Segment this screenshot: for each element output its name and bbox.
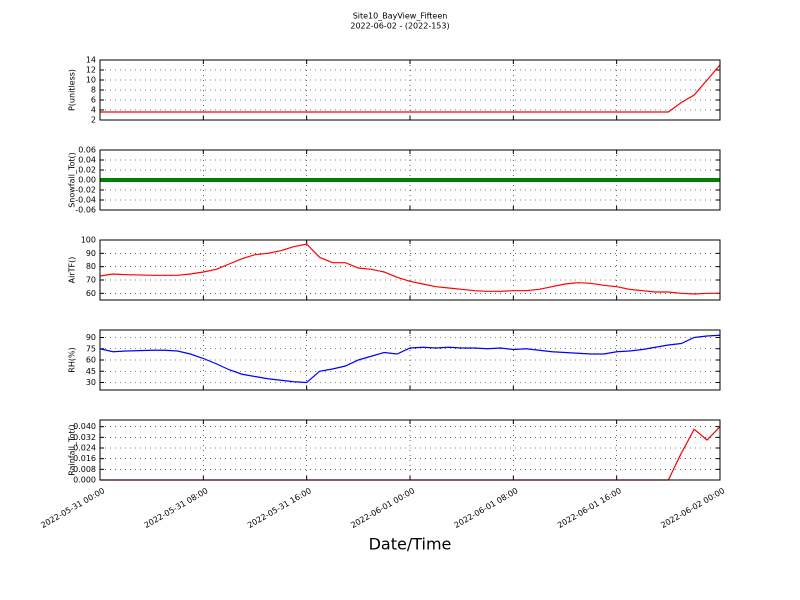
y-tick-label: 60 [86,289,96,298]
y-tick-label: 90 [86,333,96,342]
y-tick-label: 30 [86,378,96,387]
y-tick-label: 60 [86,356,96,365]
data-line [100,64,721,113]
y-tick-label: 2 [91,116,96,125]
y-axis-label: Rainfall_Tot() [68,424,77,476]
y-tick-label: 14 [86,56,96,65]
y-tick-label: 0.02 [78,166,96,175]
y-tick-label: 10 [86,76,96,85]
y-tick-label: 6 [91,96,96,105]
y-tick-label: 0.000 [73,476,96,485]
y-tick-label: 75 [86,344,96,353]
y-axis-label: Snowfall_Tot() [68,152,77,208]
y-tick-label: 45 [86,367,96,376]
y-tick-label: 80 [86,262,96,271]
y-axis-label: RH(%) [68,347,77,372]
y-tick-label: 0.016 [73,454,96,463]
y-tick-label: -0.02 [75,186,96,195]
plot-frame [99,59,721,121]
y-tick-label: 0.04 [78,156,96,165]
x-tick-label: 2022-05-31 00:00 [39,486,106,530]
y-tick-label: 0.008 [73,465,96,474]
y-tick-label: 0.06 [78,146,96,155]
x-tick-label: 2022-06-02 00:00 [659,486,726,530]
y-tick-label: 0.040 [73,422,96,431]
y-tick-label: -0.06 [75,206,96,215]
x-tick-label: 2022-06-01 16:00 [556,486,623,530]
y-axis-label: AirTF() [68,257,77,284]
y-axis-label: P(unitless) [68,69,77,111]
subtitle: 2022-06-02 - (2022-153) [350,22,449,31]
title: Site10_BayView_Fifteen [353,12,448,21]
y-tick-label: 0.032 [73,433,96,442]
x-tick-label: 2022-05-31 08:00 [143,486,210,530]
y-tick-label: 70 [86,276,96,285]
plot-frame [99,239,721,301]
x-axis-label: Date/Time [369,535,452,554]
y-tick-label: 90 [86,249,96,258]
data-line [99,243,720,295]
data-line [99,334,721,384]
y-tick-label: 8 [91,86,96,95]
x-tick-label: 2022-05-31 16:00 [246,486,313,530]
y-tick-label: 0.00 [78,176,96,185]
plot-frame [99,149,721,211]
y-tick-label: -0.04 [75,196,96,205]
x-tick-label: 2022-06-01 08:00 [453,486,520,530]
y-tick-label: 12 [86,66,96,75]
data-line [100,426,721,481]
y-tick-label: 4 [91,106,96,115]
plot-frame [99,329,721,391]
y-tick-label: 0.024 [73,444,96,453]
y-tick-label: 100 [81,236,96,245]
x-tick-label: 2022-06-01 00:00 [349,486,416,530]
plot-frame [99,419,721,481]
